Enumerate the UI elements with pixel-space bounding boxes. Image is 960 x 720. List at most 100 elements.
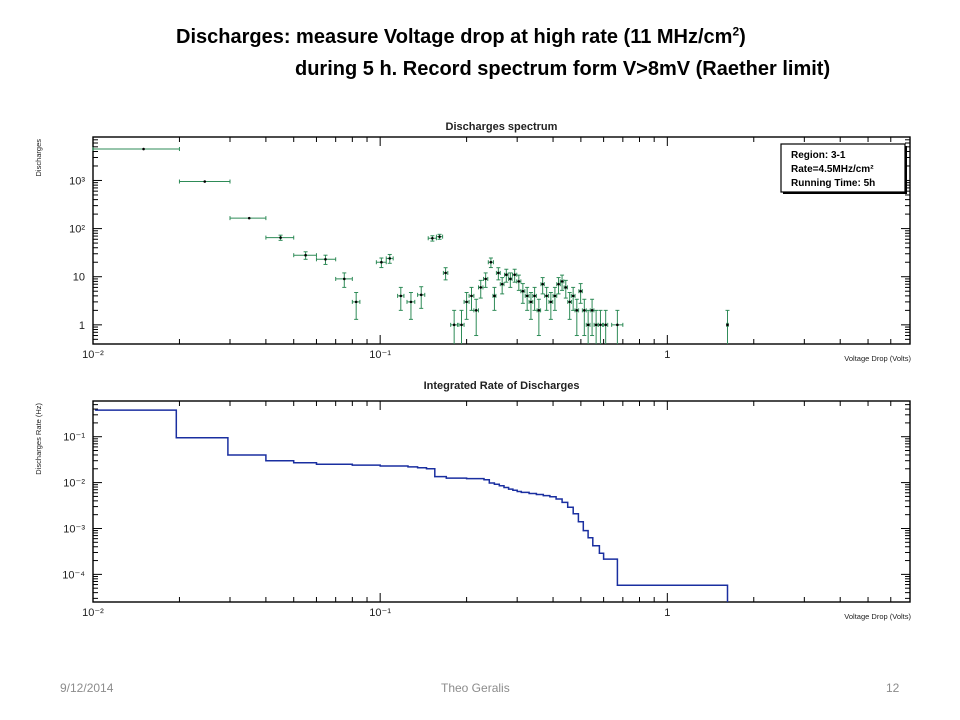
step-vertex	[315, 463, 318, 465]
point-marker	[599, 323, 602, 327]
step-vertex	[379, 465, 381, 467]
point-marker	[493, 294, 496, 298]
point-marker	[409, 300, 413, 304]
x-tick-label: 10⁻²	[82, 349, 104, 361]
point-marker	[579, 289, 582, 293]
data-point	[528, 292, 534, 320]
chart-1-axes: Discharges spectrum Voltage Drop (Volts) D…	[34, 121, 912, 363]
step-vertex	[498, 485, 500, 487]
data-point	[351, 292, 361, 320]
step-vertex	[407, 466, 409, 468]
step-vertex	[567, 506, 569, 508]
data-point	[335, 272, 353, 288]
point-marker	[564, 286, 568, 289]
data-point	[570, 286, 576, 311]
point-marker	[247, 216, 251, 220]
spectrum-points	[92, 147, 730, 344]
data-point	[552, 286, 558, 311]
title-superscript: 2	[732, 24, 740, 39]
point-marker	[616, 323, 619, 327]
point-marker	[557, 282, 560, 286]
step-vertex	[528, 492, 530, 495]
plot-frame	[92, 400, 911, 603]
chart-title: Discharges spectrum	[446, 121, 558, 133]
x-axis-label: Voltage Drop (Volts)	[844, 612, 911, 621]
point-marker	[142, 147, 145, 151]
data-point	[417, 286, 426, 309]
x-tick-label: 1	[664, 349, 670, 361]
data-point	[512, 268, 518, 283]
data-point	[585, 309, 591, 344]
step-vertex	[587, 537, 589, 539]
data-point	[468, 286, 475, 311]
legend-line-2: Rate=4.5MHz/cm²	[791, 164, 874, 175]
data-point	[593, 309, 599, 344]
point-marker	[525, 294, 529, 298]
y-tick-label: 10⁻²	[63, 478, 85, 490]
step-vertex	[493, 483, 496, 485]
step-vertex	[425, 468, 428, 470]
data-point	[559, 274, 565, 291]
slide-title-line-2: during 5 h. Record spectrum form V>8mV (…	[295, 58, 831, 80]
point-marker	[604, 323, 607, 327]
slide-title-line-1: Discharges: measure Voltage drop at high…	[176, 24, 746, 49]
point-marker	[470, 294, 473, 298]
step-vertex	[582, 529, 584, 532]
point-marker	[549, 300, 553, 304]
data-point	[375, 257, 387, 269]
step-vertex	[483, 479, 485, 481]
chart-1-y-tick-labels: 1 10 10² 10³	[69, 175, 85, 331]
data-point	[508, 272, 513, 288]
point-marker	[553, 294, 557, 298]
data-point	[516, 274, 522, 291]
point-marker	[474, 309, 478, 312]
point-marker	[541, 282, 544, 286]
chart-title: Integrated Rate of Discharges	[424, 380, 580, 392]
step-vertex	[616, 584, 618, 586]
data-point	[540, 277, 545, 295]
data-point	[458, 309, 465, 344]
step-vertex	[516, 490, 518, 493]
plot-frame	[92, 136, 911, 345]
data-point	[397, 286, 405, 311]
point-marker	[388, 257, 392, 260]
point-marker	[452, 323, 456, 327]
point-marker	[521, 289, 525, 293]
footer-page-number: 12	[886, 681, 900, 695]
y-tick-label: 10²	[69, 224, 85, 236]
data-point	[442, 267, 449, 281]
title-line-1-text: Discharges: measure Voltage drop at high…	[176, 26, 733, 48]
step-vertex	[351, 464, 353, 466]
footer-author: Theo Geralis	[441, 681, 510, 695]
data-point	[385, 253, 394, 264]
integrated-rate-vertices	[94, 409, 729, 586]
data-point	[581, 298, 587, 337]
step-vertex	[488, 482, 490, 484]
legend-line-3: Running Time: 5h	[791, 178, 875, 189]
point-marker	[537, 309, 541, 312]
point-marker	[203, 180, 207, 183]
point-marker	[513, 273, 516, 277]
step-vertex	[503, 486, 505, 489]
point-marker	[497, 271, 500, 275]
integrated-rate-step-line	[95, 409, 729, 602]
step-vertex	[542, 495, 544, 497]
point-marker	[505, 273, 508, 277]
y-tick-label: 10⁻³	[63, 523, 85, 535]
x-axis-label: Voltage Drop (Volts)	[844, 354, 911, 363]
data-point	[435, 233, 444, 240]
data-point	[265, 234, 295, 241]
step-vertex	[561, 501, 563, 504]
step-vertex	[466, 478, 468, 480]
step-vertex	[555, 498, 557, 500]
point-marker	[444, 271, 447, 275]
data-point	[544, 286, 550, 311]
data-point	[563, 279, 568, 299]
x-tick-label: 10⁻¹	[369, 349, 391, 361]
step-vertex	[577, 521, 579, 523]
data-point	[487, 257, 494, 269]
point-marker	[431, 236, 434, 240]
x-tick-label: 10⁻²	[82, 607, 104, 619]
step-vertex	[598, 552, 600, 554]
